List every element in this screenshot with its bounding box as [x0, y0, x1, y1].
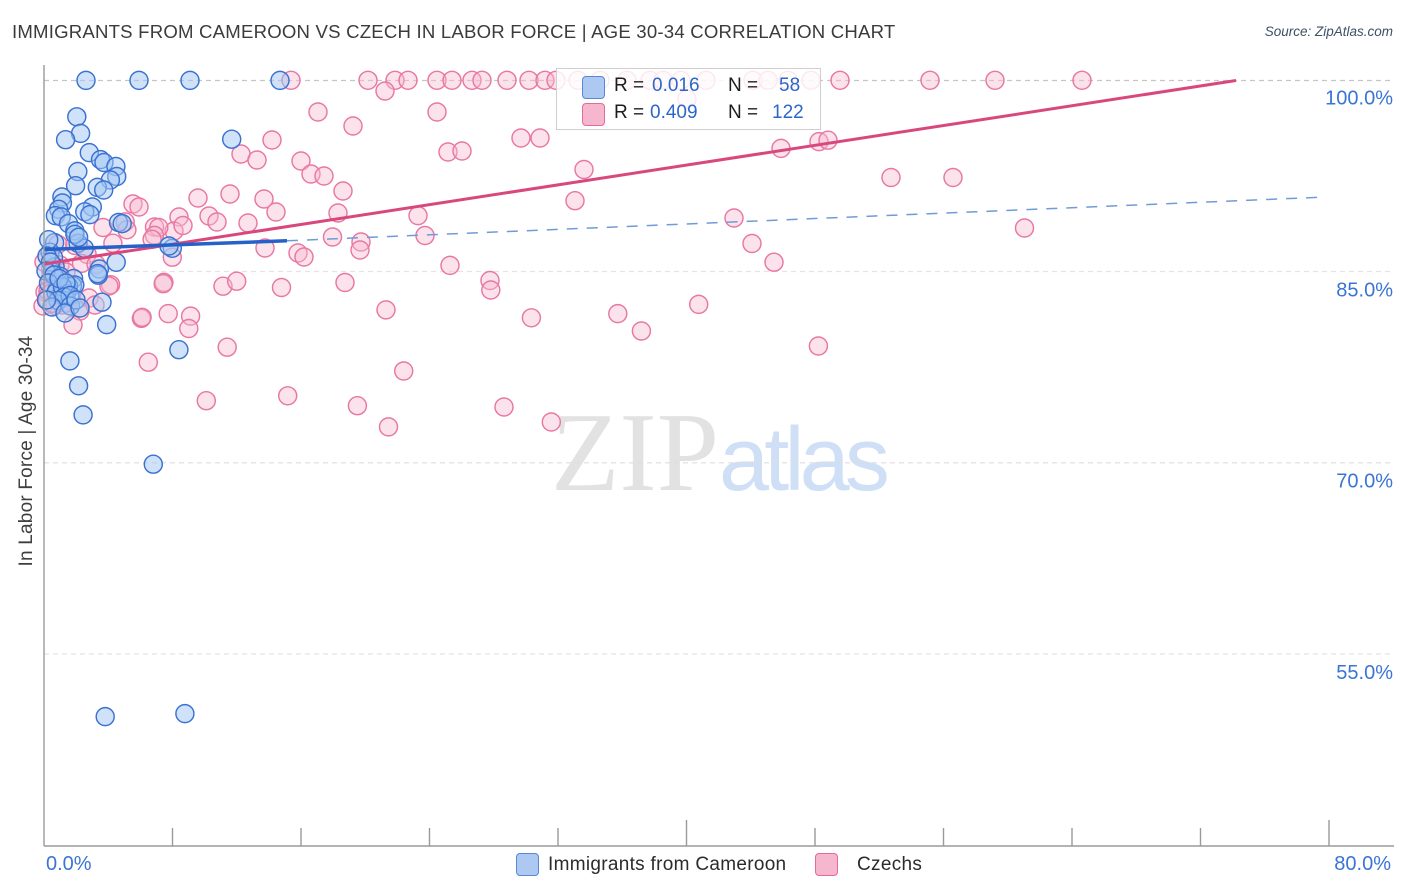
svg-text:70.0%: 70.0%	[1336, 471, 1393, 493]
svg-text:85.0%: 85.0%	[1336, 280, 1393, 302]
svg-text:0.0%: 0.0%	[46, 853, 92, 875]
svg-text:100.0%: 100.0%	[1325, 88, 1393, 110]
svg-text:55.0%: 55.0%	[1336, 662, 1393, 684]
svg-text:80.0%: 80.0%	[1334, 853, 1391, 875]
